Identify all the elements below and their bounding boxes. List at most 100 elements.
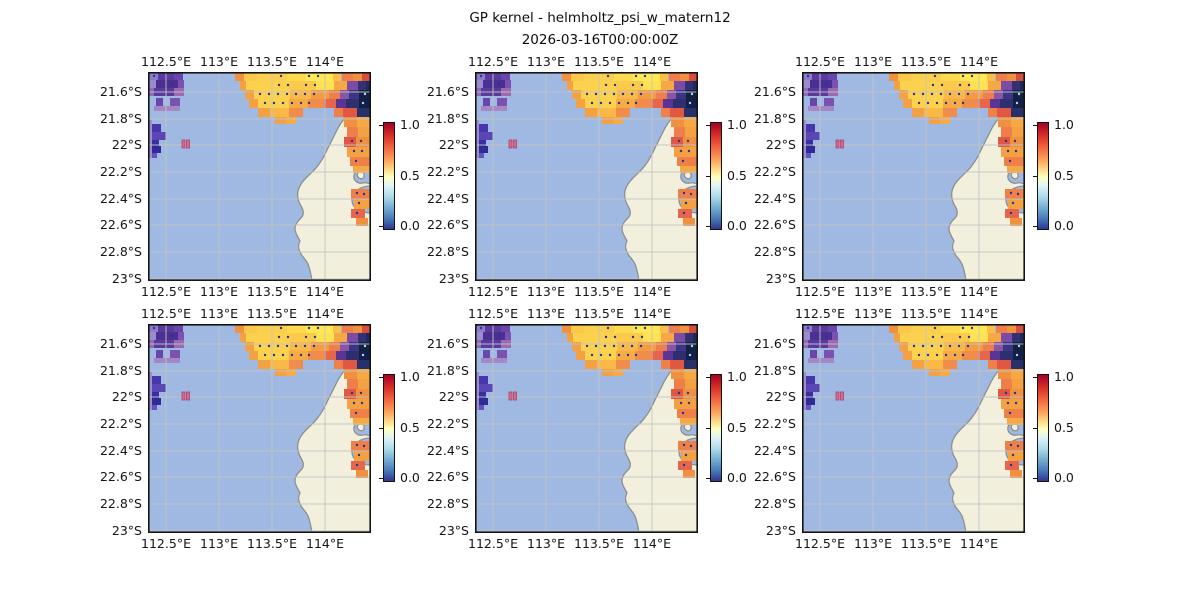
y-tick-label: 23°S [111,271,142,286]
obs-dot [590,101,594,105]
heat-cell [965,90,983,99]
heat-cell [894,81,900,90]
x-tick-label-bottom: 114°E [959,536,999,551]
heat-cell [997,108,1011,117]
obs-dot-light [690,92,694,96]
heat-cell [290,90,311,99]
heat-cell [597,108,616,117]
y-tick-label: 22°S [111,389,142,404]
y-tick-label: 22.8°S [426,244,469,259]
heat-cell [347,333,358,342]
y-tick-label: 23°S [111,523,142,538]
obs-dot [276,92,280,96]
obs-dot [617,101,621,105]
y-tick-label: 21.8°S [753,111,796,126]
obs-dot [686,391,690,395]
pink-mark [835,139,840,149]
colorbar [710,374,722,482]
heat-cell [671,117,684,127]
obs-dot [497,82,501,86]
heat-cell [336,351,346,360]
heat-cell [806,384,820,392]
x-tick-label-top: 113.5°E [574,54,624,69]
heat-cell [1011,360,1025,369]
colorbar-tick-label: 1.0 [727,117,747,132]
obs-dot [689,444,693,448]
heat-cell [988,81,1001,90]
heat-cell [998,369,1011,379]
obs-dot [677,391,681,395]
colorbar-tick [1033,377,1037,379]
heat-cell [1012,379,1025,389]
obs-dot [824,334,828,338]
heat-cell [898,324,911,333]
heat-cell [686,351,698,360]
x-tick-label-top: 113°E [526,54,566,69]
heat-cell [567,81,573,90]
obs-dot [679,149,683,153]
heat-cell [671,389,683,399]
heat-cell [289,333,316,342]
heat-cell [651,351,663,360]
heat-cell [152,146,161,153]
obs-dot [957,344,961,348]
heat-cell [912,108,924,117]
y-tick-label: 22°S [765,137,796,152]
heat-cell [353,418,371,425]
y-tick-label: 22.6°S [99,469,142,484]
heat-cell [174,324,183,332]
obs-dot [689,192,693,196]
heat-cell [689,72,698,81]
heat-cell [343,108,357,117]
heat-cell [342,72,353,81]
heat-cell [356,389,371,399]
pink-mark [181,139,186,149]
x-tick-label-bottom: 112.5°E [795,284,845,299]
obs-dot [1014,149,1018,153]
obs-dot [590,353,594,357]
heat-cell [1012,333,1020,342]
heat-cell [334,108,343,117]
heat-cell [912,360,924,369]
x-tick-label-bottom: 114°E [959,284,999,299]
x-tick-label-bottom: 114°E [305,284,345,299]
colorbar-tick-label: 1.0 [400,369,420,384]
obs-dot [634,353,638,357]
heat-cell [324,99,336,108]
heat-cell [290,342,311,351]
obs-dot [961,74,965,78]
heat-cell [270,108,289,117]
heat-cell [661,81,674,90]
heat-cell [1016,324,1025,333]
heat-cell [802,120,806,158]
y-tick-label: 23°S [438,271,469,286]
heat-cell [677,157,698,166]
heat-cell [943,333,970,342]
heat-cell [152,124,161,132]
heat-cell [308,351,324,360]
x-tick-label-top: 114°E [959,54,999,69]
heat-cell [676,342,686,351]
heat-cell [351,189,371,199]
obs-dot [684,201,688,205]
heat-cell [308,99,324,108]
obs-dot [687,401,691,405]
map-panel-r1c3 [802,72,1025,281]
heat-cell [245,90,254,99]
heat-cell [685,127,698,137]
obs-dot [152,74,156,78]
y-tick-label: 22.4°S [753,191,796,206]
colorbar-tick [379,226,383,228]
heat-cell [258,108,270,117]
x-tick-label-top: 113°E [199,54,239,69]
heat-cell [1016,72,1025,81]
heat-cell [832,332,838,340]
obs-dot [634,101,638,105]
axes-spine [802,324,1025,533]
heat-cell [152,132,166,140]
heat-cell [1010,470,1022,478]
heat-cell [994,90,1003,99]
heat-cell [602,369,613,376]
figure-subtitle: 2026-03-16T00:00:00Z [521,32,679,48]
